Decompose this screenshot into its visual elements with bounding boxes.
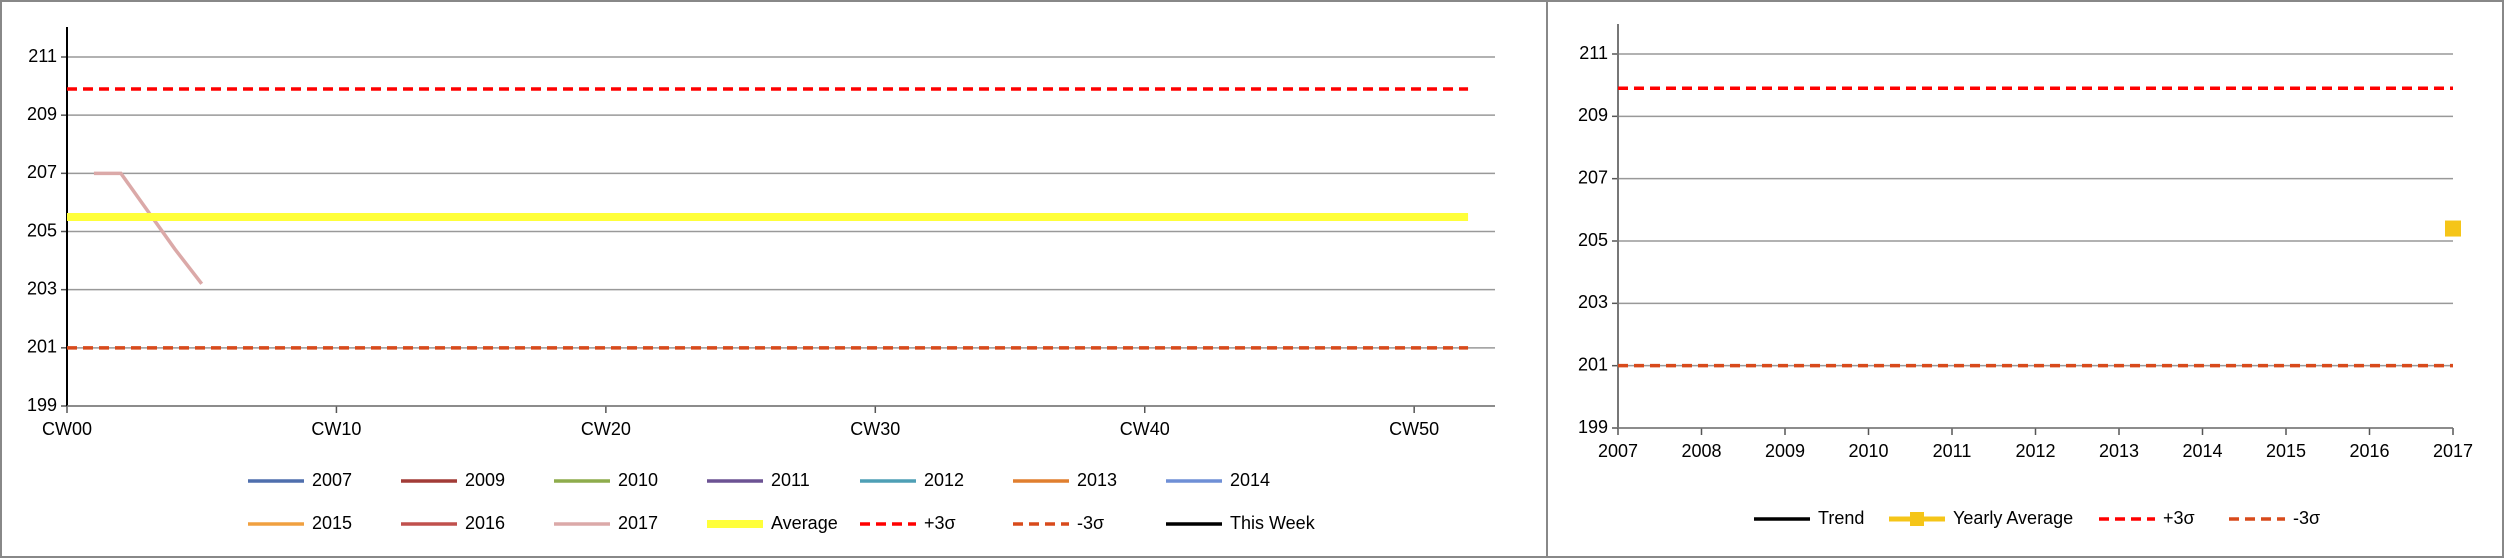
x-tick-label: CW20 [581,419,631,439]
legend-label: +3σ [924,513,956,533]
legend-label: 2009 [465,470,505,490]
x-tick-label: CW10 [311,419,361,439]
y-tick-label: 201 [27,337,57,357]
y-tick-label: 199 [27,395,57,415]
legend-label: +3σ [2163,508,2195,528]
y-tick-label: 211 [28,46,57,66]
legend-label: 2012 [924,470,964,490]
legend-label: 2010 [618,470,658,490]
legend-label: 2011 [771,470,810,490]
legend-label: 2016 [465,513,505,533]
x-tick-label: 2010 [1848,441,1888,461]
series-line [93,171,204,285]
y-tick-label: 203 [1578,292,1608,312]
x-tick-label: CW30 [850,419,900,439]
y-tick-label: 205 [1578,230,1608,250]
legend-label: This Week [1230,513,1316,533]
x-tick-label: 2012 [2015,441,2055,461]
x-tick-label: 2008 [1681,441,1721,461]
marker [2445,220,2461,237]
y-tick-label: 211 [1579,43,1608,63]
legend-label: Trend [1818,508,1864,528]
legend-marker [1910,512,1924,526]
x-tick-label: CW00 [42,419,92,439]
y-tick-label: 209 [1578,105,1608,125]
x-tick-label: 2017 [2433,441,2473,461]
legend-label: 2013 [1077,470,1117,490]
legend-label: -3σ [1077,513,1104,533]
x-tick-label: 2013 [2099,441,2139,461]
legend-label: Yearly Average [1953,508,2073,528]
y-tick-label: 199 [1578,417,1608,437]
legend-label: 2015 [312,513,352,533]
x-tick-label: 2011 [1933,441,1972,461]
y-tick-label: 209 [27,104,57,124]
x-tick-label: 2009 [1765,441,1805,461]
x-tick-label: 2007 [1598,441,1638,461]
x-tick-label: 2015 [2266,441,2306,461]
y-tick-label: 207 [27,162,57,182]
legend-label: -3σ [2293,508,2320,528]
y-tick-label: 203 [27,278,57,298]
y-tick-label: 201 [1578,354,1608,374]
x-tick-label: CW50 [1389,419,1439,439]
x-tick-label: 2014 [2182,441,2222,461]
x-tick-label: CW40 [1120,419,1170,439]
legend-label: 2014 [1230,470,1270,490]
legend-label: 2017 [618,513,658,533]
y-tick-label: 205 [27,220,57,240]
y-tick-label: 207 [1578,167,1608,187]
x-tick-label: 2016 [2349,441,2389,461]
legend-label: 2007 [312,470,352,490]
legend-label: Average [771,513,838,533]
